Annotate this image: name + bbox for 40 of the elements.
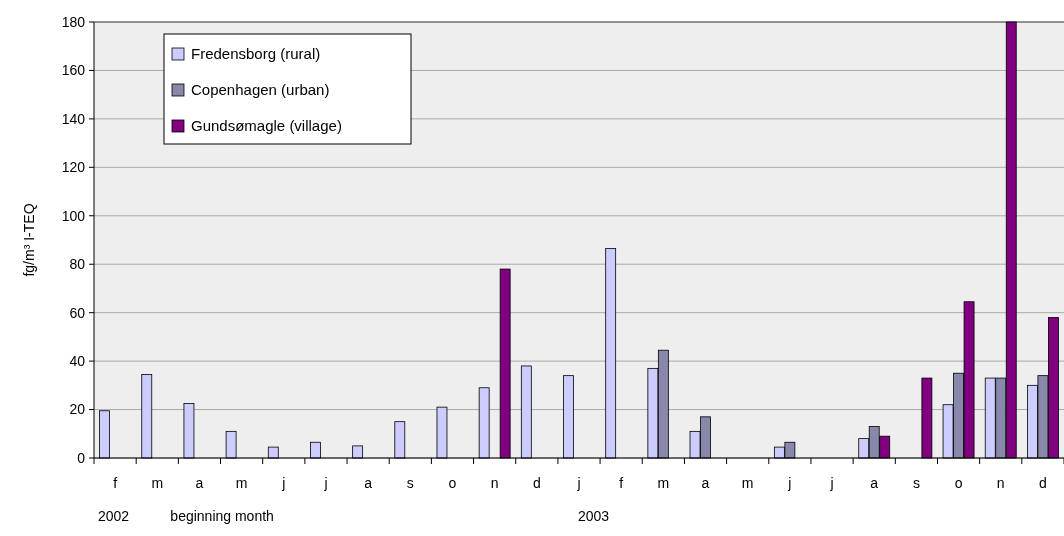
x-tick-label: o — [448, 475, 457, 491]
y-tick-label: 140 — [61, 110, 86, 127]
x-tick-label: s — [406, 475, 414, 491]
text: 2003 — [577, 508, 610, 524]
x-tick-label: m — [741, 475, 754, 491]
y-tick-label: 60 — [69, 304, 86, 321]
x-tick-label: f — [619, 475, 624, 491]
text: 2002 — [98, 508, 130, 524]
y-axis-title: fg/m³ I-TEQ — [21, 203, 37, 277]
x-tick-label: m — [657, 475, 670, 491]
x-tick-label: d — [532, 475, 541, 491]
y-tick-label: 40 — [69, 353, 86, 370]
x-tick-label: j — [829, 475, 834, 491]
x-tick-label: d — [1039, 475, 1047, 491]
y-tick-label: 100 — [61, 207, 86, 224]
y-tick-label: 120 — [61, 159, 86, 176]
x-tick-label: n — [490, 475, 499, 491]
x-tick-label: s — [912, 475, 920, 491]
x-tick-label: f — [113, 475, 118, 491]
x-tick-label: m — [151, 475, 164, 491]
x-tick-label: a — [364, 475, 373, 491]
x-tick-label: a — [870, 475, 879, 491]
y-tick-label: 0 — [77, 449, 86, 466]
y-tick-label: 160 — [61, 62, 86, 79]
legend-label: Fredensborg (rural) — [191, 45, 321, 63]
legend-label: Gundsømagle (village) — [191, 117, 342, 135]
text: beginning month — [170, 508, 274, 524]
x-tick-label: j — [281, 475, 286, 491]
y-tick-label: 20 — [69, 401, 86, 418]
x-tick-label: a — [195, 475, 204, 491]
y-tick-label: 80 — [69, 256, 86, 273]
legend-label: Copenhagen (urban) — [191, 81, 330, 99]
y-tick-label: 180 — [61, 13, 86, 30]
x-tick-label: j — [576, 475, 581, 491]
x-tick-label: j — [787, 475, 792, 491]
x-tick-label: m — [235, 475, 248, 491]
x-tick-label: j — [323, 475, 328, 491]
x-tick-label: a — [701, 475, 710, 491]
x-tick-label: n — [996, 475, 1005, 491]
x-tick-label: o — [954, 475, 963, 491]
